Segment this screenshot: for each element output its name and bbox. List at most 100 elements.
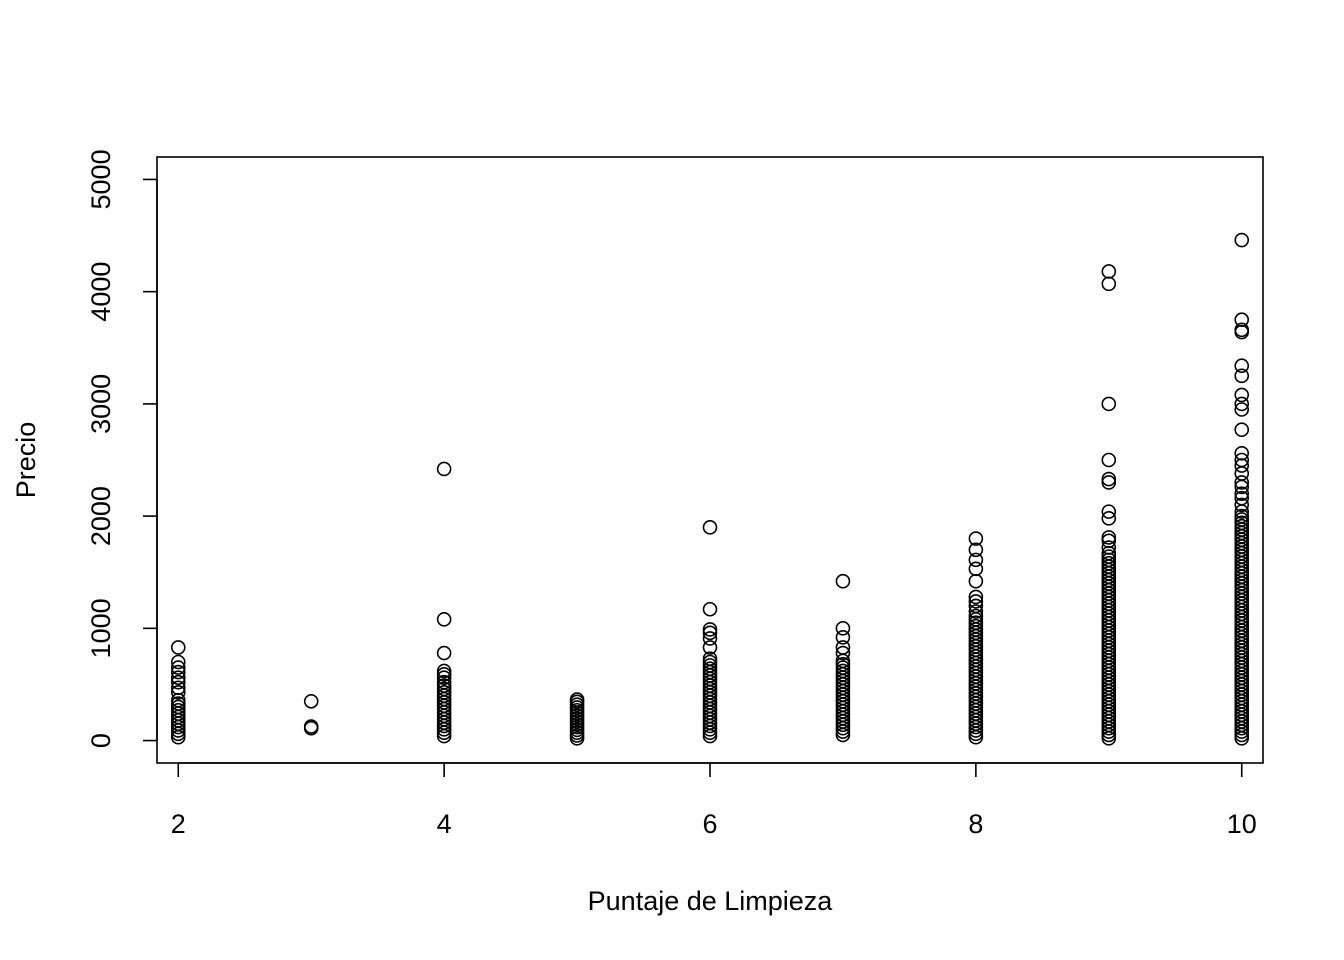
data-point [1234, 312, 1250, 328]
data-point [1234, 452, 1250, 468]
data-point [702, 658, 718, 673]
data-point [170, 680, 186, 696]
data-point [170, 640, 186, 655]
data-point [170, 699, 186, 715]
data-point [1101, 471, 1117, 487]
data-point [436, 645, 452, 661]
data-point [569, 692, 585, 707]
data-point [968, 598, 984, 614]
data-point [1234, 512, 1250, 527]
data-point [702, 622, 718, 637]
data-point [436, 681, 452, 697]
data-point [968, 615, 984, 631]
data-point [968, 542, 984, 558]
data-point [968, 561, 984, 577]
data-point [1234, 358, 1250, 374]
data-point [1234, 490, 1250, 506]
data-point [170, 664, 186, 680]
data-point [968, 608, 984, 624]
data-point [1101, 555, 1117, 571]
data-point [968, 594, 984, 609]
data-point [968, 618, 984, 634]
data-point [968, 552, 984, 568]
data-point [835, 630, 851, 645]
data-point [1101, 504, 1117, 519]
data-point [170, 654, 186, 670]
data-point [702, 661, 718, 677]
data-point [835, 663, 851, 679]
data-point [835, 656, 851, 672]
y-axis: 0 1000 2000 3000 4000 5000 [86, 149, 158, 748]
data-point [1234, 486, 1250, 501]
data-point [436, 461, 452, 477]
data-point [1101, 276, 1117, 292]
data-point [702, 601, 718, 617]
data-point [1234, 515, 1250, 531]
data-point [1234, 422, 1250, 438]
data-point [835, 640, 851, 655]
data-point [1234, 232, 1250, 248]
data-point [1101, 540, 1117, 555]
data-point [968, 604, 984, 619]
data-point [436, 670, 452, 686]
data-point [1101, 530, 1117, 545]
data-point [702, 520, 718, 535]
y-tick-label: 4000 [86, 262, 116, 322]
data-point [1101, 549, 1117, 564]
data-point [702, 651, 718, 666]
data-point [835, 573, 851, 589]
data-point [436, 667, 452, 682]
data-point [835, 660, 851, 675]
data-point [968, 589, 984, 605]
data-point [303, 693, 319, 709]
x-axis: 2 4 6 8 10 [171, 762, 1257, 839]
data-point [968, 573, 984, 589]
data-point [1234, 402, 1250, 417]
data-point [170, 660, 186, 675]
data-point [1234, 387, 1250, 403]
y-tick-label: 1000 [86, 598, 116, 658]
data-point [1234, 475, 1250, 490]
data-point [702, 654, 718, 670]
data-point [436, 678, 452, 693]
data-point [1234, 322, 1250, 338]
data-point [702, 631, 718, 646]
data-point [1101, 533, 1117, 549]
data-point [968, 531, 984, 546]
data-point [1101, 396, 1117, 412]
data-point [835, 621, 851, 636]
data-point [1234, 518, 1250, 534]
x-tick-label: 2 [171, 809, 186, 839]
data-point [1101, 475, 1117, 490]
points-layer [170, 232, 1250, 746]
data-point [1234, 445, 1250, 461]
data-point [1101, 264, 1117, 279]
y-tick-label: 3000 [86, 374, 116, 434]
data-point [1234, 396, 1250, 412]
data-point [170, 702, 186, 718]
data-point [702, 640, 718, 655]
data-point [1101, 511, 1117, 526]
x-tick-label: 10 [1227, 809, 1257, 839]
data-point [170, 684, 186, 700]
data-point [1234, 508, 1250, 524]
data-point [303, 719, 319, 734]
data-point [702, 625, 718, 641]
data-point [1101, 452, 1117, 468]
y-tick-label: 5000 [86, 149, 116, 209]
data-point [170, 696, 186, 711]
data-point [170, 674, 186, 690]
data-point [1234, 368, 1250, 384]
data-point [1234, 466, 1250, 481]
data-point [170, 670, 186, 686]
data-point [835, 645, 851, 661]
x-tick-label: 4 [437, 809, 452, 839]
x-tick-label: 6 [702, 809, 717, 839]
y-tick-label: 0 [86, 733, 116, 748]
y-axis-label: Precio [11, 422, 41, 499]
data-point [436, 612, 452, 627]
data-point [1234, 497, 1250, 513]
data-point [436, 663, 452, 679]
data-point [436, 684, 452, 700]
